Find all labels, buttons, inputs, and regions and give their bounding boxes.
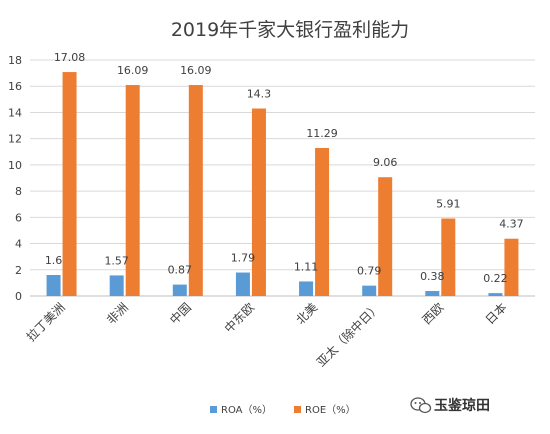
x-category-label: 拉丁美洲 — [23, 300, 68, 345]
roa-bar — [425, 291, 440, 296]
roa-bar — [109, 275, 124, 296]
x-category-label: 日本 — [483, 300, 510, 327]
x-category-label: 中国 — [166, 300, 194, 328]
roe-data-label: 17.08 — [54, 51, 86, 64]
y-tick-label: 6 — [15, 211, 22, 224]
roa-bar — [488, 293, 503, 296]
y-tick-label: 18 — [8, 54, 22, 67]
roe-data-label: 4.37 — [499, 218, 524, 231]
x-category-label: 非洲 — [104, 300, 131, 327]
roa-data-label: 1.57 — [104, 254, 129, 267]
y-tick-label: 2 — [15, 264, 22, 277]
x-category-label: 西欧 — [420, 300, 447, 327]
roe-data-label: 11.29 — [306, 127, 338, 140]
roe-data-label: 16.09 — [117, 64, 149, 77]
wechat-icon — [410, 397, 432, 414]
roe-data-label: 16.09 — [180, 64, 212, 77]
roe-data-label: 5.91 — [436, 198, 461, 211]
roe-bar — [504, 238, 519, 296]
legend-entry: ROE（%） — [305, 404, 356, 416]
legend-entry: ROA（%） — [221, 404, 272, 416]
y-tick-label: 16 — [8, 80, 22, 93]
y-tick-label: 0 — [15, 290, 22, 303]
gridlines — [30, 59, 535, 297]
roa-data-label: 0.38 — [420, 270, 445, 283]
legend-swatch — [210, 406, 217, 413]
legend: ROA（%） ROE（%） — [210, 404, 356, 416]
roa-data-label: 0.87 — [168, 264, 193, 277]
x-category-label: 中东欧 — [221, 300, 257, 336]
roe-bar — [125, 85, 140, 296]
roe-bar — [378, 177, 393, 296]
roa-bar — [172, 284, 187, 296]
roe-bar — [188, 85, 203, 296]
roe-bar — [62, 72, 77, 296]
y-axis: 0 2 4 6 8 10 12 14 16 18 — [8, 54, 22, 303]
roe-bar — [315, 147, 330, 296]
roe-data-label: 9.06 — [373, 156, 398, 169]
roa-data-label: 0.79 — [357, 265, 382, 278]
roa-data-label: 1.11 — [294, 260, 319, 273]
roa-data-label: 1.6 — [45, 254, 63, 267]
roe-bar — [441, 218, 456, 296]
bars — [46, 72, 519, 296]
y-tick-label: 10 — [8, 159, 22, 172]
roa-data-label: 0.22 — [483, 272, 508, 285]
watermark: 玉鉴琼田 — [410, 397, 490, 414]
x-category-label: 亚太（除中日） — [313, 300, 383, 370]
roa-bar — [299, 281, 314, 296]
y-tick-label: 8 — [15, 185, 22, 198]
roa-bar — [46, 275, 61, 296]
data-labels: 1.6 17.08 1.57 16.09 0.87 16.09 1.79 14.3 1.11 11… — [45, 51, 524, 285]
roa-bar — [362, 285, 377, 296]
x-category-label: 北美 — [293, 300, 320, 327]
y-tick-label: 12 — [8, 133, 22, 146]
y-tick-label: 14 — [8, 106, 22, 119]
y-tick-label: 4 — [15, 238, 22, 251]
roe-bar — [251, 108, 266, 296]
watermark-text: 玉鉴琼田 — [434, 397, 490, 414]
roe-data-label: 14.3 — [247, 88, 272, 101]
chart-title: 2019年千家大银行盈利能力 — [171, 19, 409, 41]
roa-data-label: 1.79 — [231, 252, 256, 265]
roa-bar — [235, 272, 250, 296]
legend-swatch — [294, 406, 301, 413]
